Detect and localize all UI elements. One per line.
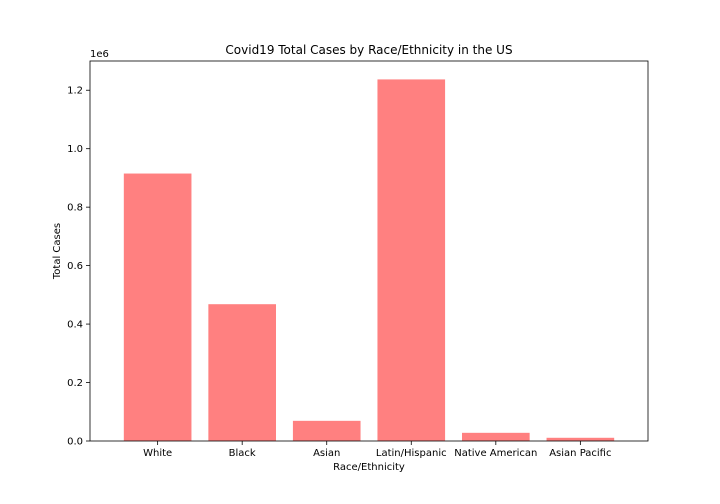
x-axis-title: Race/Ethnicity <box>333 462 405 473</box>
bar-asian-pacific <box>546 437 615 441</box>
y-tick-label: 0.8 <box>67 203 83 214</box>
bar-black <box>208 304 276 441</box>
y-tick-label: 0.6 <box>67 261 83 272</box>
bar-asian <box>292 420 361 441</box>
y-tick-label: 0.0 <box>67 437 83 448</box>
x-tick-label: Native American <box>454 448 537 459</box>
x-tick-label: Black <box>229 448 256 459</box>
y-axis-title: Total Cases <box>52 223 63 280</box>
y-tick-label: 1.0 <box>67 144 83 155</box>
x-tick-label: Latin/Hispanic <box>376 448 447 459</box>
bar-latin-hispanic <box>377 79 446 442</box>
bar-native-american <box>462 432 530 441</box>
x-tick-label: Asian <box>313 448 340 459</box>
y-tick-label: 1.2 <box>67 86 83 97</box>
y-offset-label: 1e6 <box>90 49 109 60</box>
bars-group <box>123 79 615 442</box>
x-tick-label: White <box>143 448 172 459</box>
y-tick-label: 0.4 <box>67 320 83 331</box>
x-tick-label: Asian Pacific <box>549 448 611 459</box>
plot-frame <box>89 60 649 442</box>
y-tick-label: 0.2 <box>67 378 83 389</box>
y-axis-ticks: 0.0 0.2 0.4 0.6 0.8 1.0 1.2 <box>67 86 90 448</box>
bar-white <box>123 173 192 442</box>
chart-title: Covid19 Total Cases by Race/Ethnicity in… <box>225 43 512 57</box>
x-axis-ticks: White Black Asian Latin/Hispanic Native Amer… <box>143 441 611 459</box>
